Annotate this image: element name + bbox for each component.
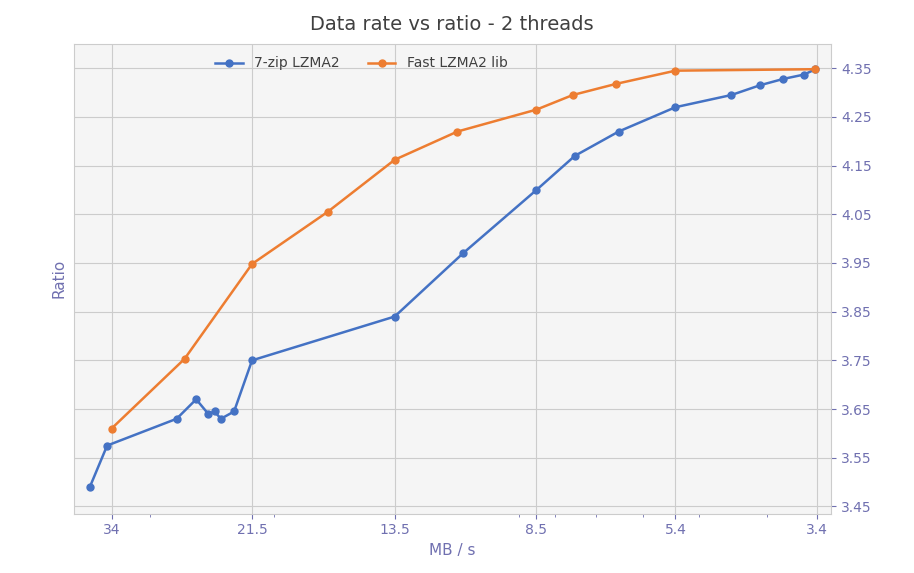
7-zip LZMA2 [84, 484, 95, 490]
7-zip LZMA2 [670, 104, 681, 111]
7-zip LZMA2 [613, 128, 624, 135]
7-zip LZMA2 [458, 250, 469, 257]
7-zip LZMA2 [389, 313, 400, 320]
Fast LZMA2 lib [810, 66, 821, 73]
X-axis label: MB / s: MB / s [429, 543, 475, 558]
Line: Fast LZMA2 lib: Fast LZMA2 lib [108, 66, 819, 432]
7-zip LZMA2 [216, 415, 227, 422]
Fast LZMA2 lib [531, 106, 542, 113]
Fast LZMA2 lib [106, 425, 117, 432]
7-zip LZMA2 [209, 408, 220, 415]
7-zip LZMA2 [799, 71, 810, 78]
Title: Data rate vs ratio - 2 threads: Data rate vs ratio - 2 threads [311, 15, 594, 34]
7-zip LZMA2 [171, 415, 182, 422]
Fast LZMA2 lib [389, 156, 400, 163]
7-zip LZMA2 [754, 82, 765, 89]
Fast LZMA2 lib [568, 92, 579, 99]
Fast LZMA2 lib [611, 80, 622, 87]
7-zip LZMA2 [531, 187, 542, 194]
Legend: 7-zip LZMA2, Fast LZMA2 lib: 7-zip LZMA2, Fast LZMA2 lib [210, 51, 513, 76]
7-zip LZMA2 [778, 76, 789, 83]
7-zip LZMA2 [101, 442, 112, 449]
7-zip LZMA2 [191, 396, 202, 403]
Fast LZMA2 lib [452, 128, 462, 135]
7-zip LZMA2 [247, 357, 258, 364]
Y-axis label: Ratio: Ratio [51, 259, 67, 299]
7-zip LZMA2 [569, 152, 580, 159]
Fast LZMA2 lib [322, 209, 333, 215]
7-zip LZMA2 [203, 410, 214, 417]
7-zip LZMA2 [726, 92, 737, 99]
Fast LZMA2 lib [247, 261, 258, 268]
7-zip LZMA2 [228, 408, 239, 415]
Line: 7-zip LZMA2: 7-zip LZMA2 [87, 66, 819, 490]
7-zip LZMA2 [810, 66, 821, 73]
Fast LZMA2 lib [179, 355, 190, 362]
Fast LZMA2 lib [670, 67, 681, 74]
